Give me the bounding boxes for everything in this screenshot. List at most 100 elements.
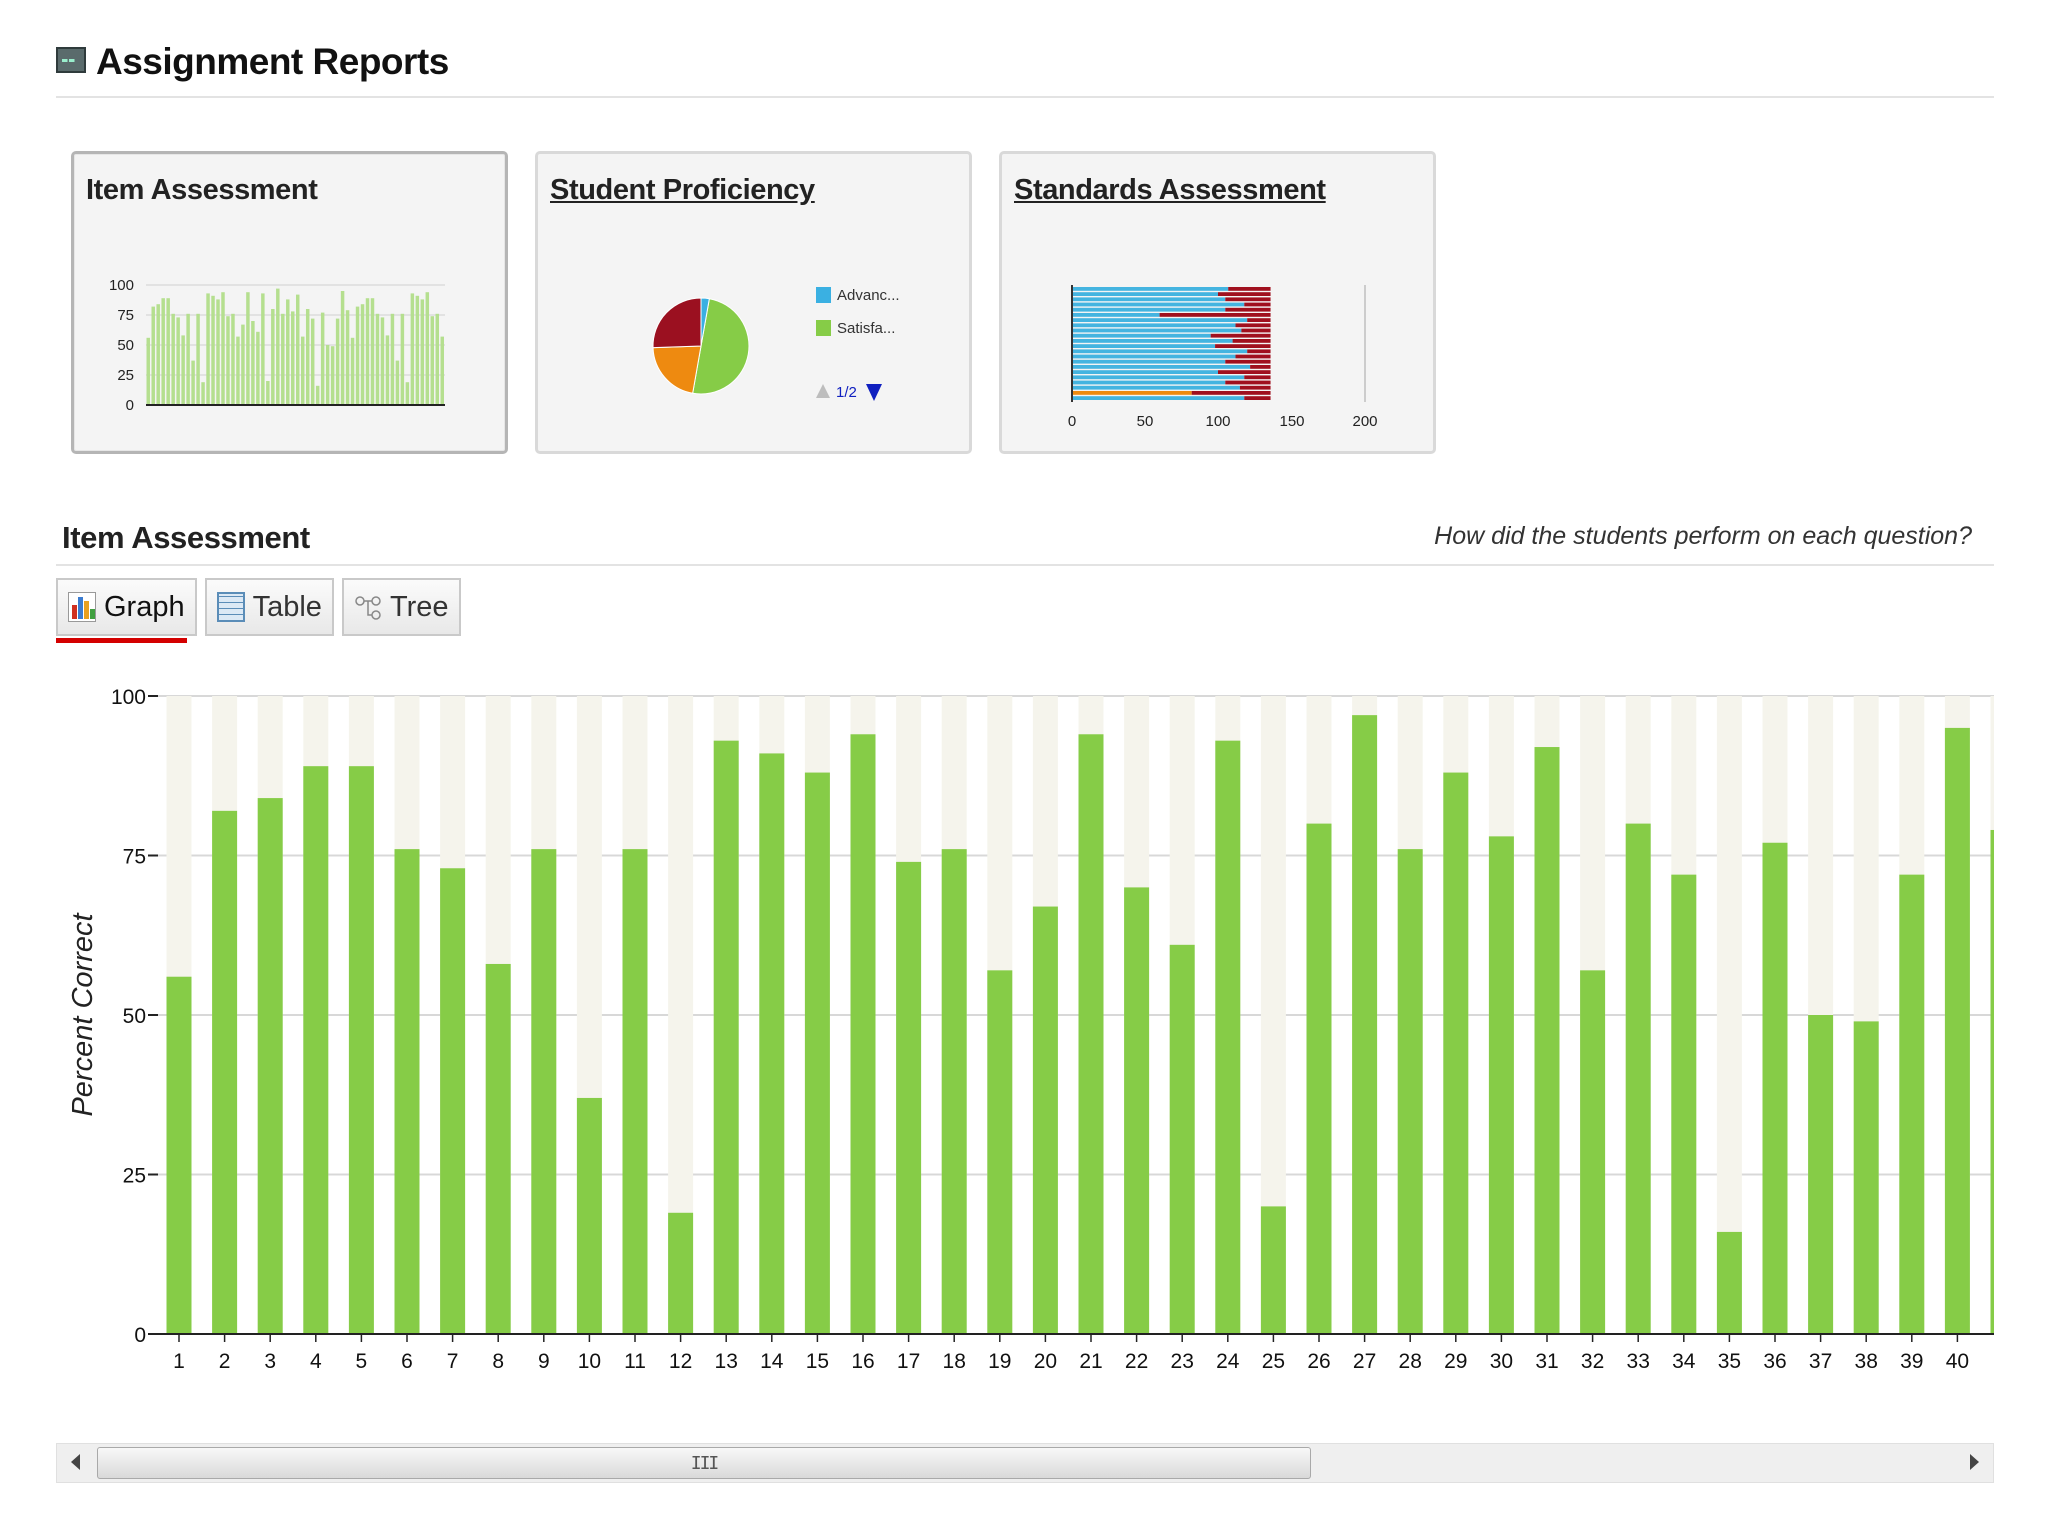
standards-bar-segment [1072, 318, 1248, 322]
chart-x-tick-label: 9 [538, 1350, 550, 1373]
chart-bar[interactable] [348, 766, 374, 1334]
mini-bar [211, 295, 215, 405]
chart-bar[interactable] [1762, 842, 1788, 1334]
scroll-left-arrow-icon[interactable] [71, 1454, 80, 1470]
standards-bar-segment [1072, 292, 1218, 296]
chart-bar[interactable] [896, 861, 922, 1334]
standards-bar-segment [1210, 333, 1271, 338]
chart-bar[interactable] [531, 849, 557, 1334]
mini-bar [216, 299, 220, 405]
chart-bar[interactable] [1032, 906, 1058, 1334]
item-assessment-card[interactable]: Item Assessment 100 75 50 25 0 [71, 151, 508, 454]
chart-bar[interactable] [1853, 1021, 1879, 1334]
standards-bar-segment [1218, 370, 1271, 374]
pie-slice-satisfactory [692, 298, 750, 395]
scroll-right-arrow-icon[interactable] [1970, 1454, 1979, 1470]
chart-bar[interactable] [987, 970, 1013, 1334]
chart-bar[interactable] [1488, 836, 1514, 1334]
mini-bar [176, 317, 180, 405]
mini-bar [171, 313, 175, 405]
chart-x-tick-label: 8 [492, 1350, 504, 1373]
card-title-standards-assessment[interactable]: Standards Assessment [1014, 174, 1326, 206]
tab-tree-label: Tree [389, 590, 449, 623]
mini-bar [380, 317, 385, 405]
student-proficiency-card[interactable]: Student Proficiency Advanc... Satisfa...… [535, 151, 972, 454]
chart-bar[interactable] [1671, 874, 1697, 1334]
standards-bar-segment [1235, 354, 1271, 359]
chart-bar[interactable] [1944, 727, 1970, 1334]
chart-x-tick-label: 14 [760, 1350, 784, 1373]
chart-bar[interactable] [1899, 874, 1925, 1334]
pager-up-icon[interactable] [816, 384, 830, 398]
mini-bar [315, 385, 320, 405]
chart-bar[interactable] [1443, 772, 1469, 1334]
standards-bar-segment [1239, 385, 1271, 390]
chart-bar[interactable] [941, 849, 967, 1334]
bar-chart-icon [68, 592, 96, 622]
standards-bar-segment [1072, 359, 1226, 364]
chart-bar[interactable] [166, 976, 192, 1334]
chart-bar[interactable] [394, 849, 420, 1334]
chart-bar[interactable] [440, 868, 466, 1334]
chart-x-tick-label: 40 [1946, 1350, 1969, 1373]
pie-slice-orange [652, 345, 702, 394]
legend-label-satisfactory: Satisfa... [837, 320, 895, 337]
tab-tree[interactable]: Tree [341, 578, 461, 636]
chart-bar[interactable] [1306, 823, 1332, 1334]
chart-bar[interactable] [1169, 944, 1195, 1334]
chart-bar[interactable] [622, 849, 648, 1334]
chart-bar[interactable] [576, 1097, 602, 1334]
chart-bar[interactable] [1260, 1206, 1286, 1334]
chart-x-tick-label: 34 [1672, 1350, 1696, 1373]
scrollbar-thumb[interactable]: III [97, 1447, 1311, 1479]
standards-bar-segment [1225, 297, 1271, 302]
chart-bar[interactable] [257, 798, 283, 1334]
pager-down-icon[interactable] [866, 384, 882, 401]
chart-bar[interactable] [1625, 823, 1651, 1334]
chart-bar[interactable] [668, 1212, 694, 1334]
standards-assessment-card[interactable]: Standards Assessment 0 50 100 150 200 [999, 151, 1436, 454]
chart-bar[interactable] [713, 740, 739, 1334]
chart-bar[interactable] [1716, 1231, 1742, 1334]
chart-x-tick-label: 32 [1581, 1350, 1604, 1373]
mini-bar [286, 299, 290, 405]
mini-bar [221, 292, 225, 405]
chart-bar[interactable] [1808, 1015, 1834, 1334]
tab-graph[interactable]: Graph [56, 578, 197, 636]
mini-bar [251, 321, 255, 405]
horizontal-scrollbar[interactable]: III [56, 1443, 1994, 1483]
chart-bar[interactable] [303, 766, 329, 1334]
chart-bar[interactable] [1990, 829, 1995, 1334]
tab-table[interactable]: Table [204, 578, 334, 636]
standards-bar-segment [1232, 339, 1271, 343]
chart-bar[interactable] [1078, 734, 1104, 1334]
page-header: Assignment Reports [56, 38, 1994, 98]
chart-bar[interactable] [850, 734, 876, 1334]
chart-bar[interactable] [1580, 970, 1606, 1334]
standards-bar-segment [1072, 370, 1218, 374]
chart-x-tick-label: 39 [1900, 1350, 1923, 1373]
standards-bar-segment [1247, 349, 1271, 354]
standards-bar-segment [1159, 313, 1271, 317]
standards-bar-segment [1072, 349, 1248, 354]
mini-bar [256, 331, 260, 405]
chart-bar[interactable] [759, 753, 785, 1334]
chart-bar[interactable] [1397, 849, 1423, 1334]
card-title-student-proficiency[interactable]: Student Proficiency [550, 174, 815, 206]
student-proficiency-pie-chart: Advanc... Satisfa... 1/2 [652, 287, 900, 401]
standards-x-tick: 200 [1352, 413, 1377, 430]
chart-bar[interactable] [1352, 715, 1378, 1334]
chart-bar[interactable] [485, 963, 511, 1334]
chart-bar[interactable] [1215, 740, 1241, 1334]
chart-bar[interactable] [1124, 887, 1150, 1334]
mini-bar [161, 298, 165, 405]
chart-bar-background [1716, 696, 1742, 1334]
chart-bar[interactable] [1534, 747, 1560, 1334]
standards-bar-segment [1235, 323, 1271, 328]
mini-bar [355, 306, 360, 405]
chart-bar[interactable] [804, 772, 830, 1334]
chart-bar[interactable] [212, 810, 238, 1334]
page-title: Assignment Reports [96, 41, 449, 82]
mini-bar [291, 311, 295, 405]
standards-bar-segment [1247, 318, 1271, 322]
